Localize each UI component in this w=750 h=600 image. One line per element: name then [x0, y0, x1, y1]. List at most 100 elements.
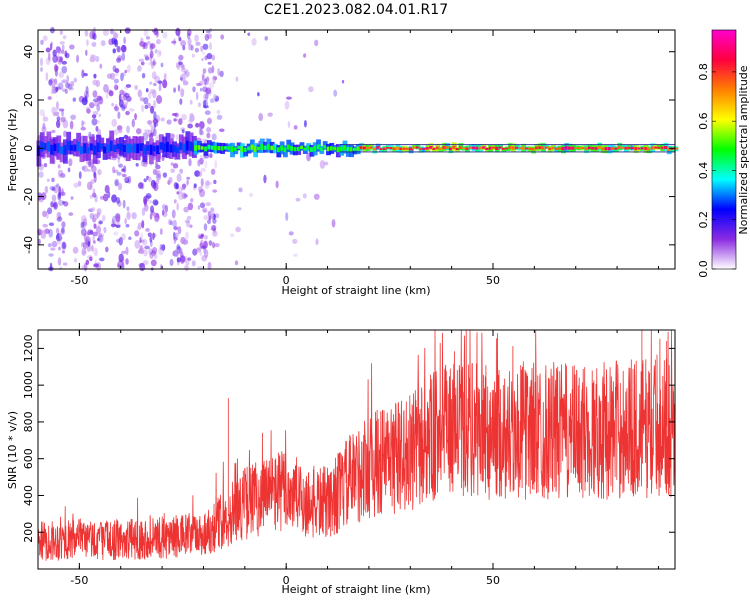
spectrogram-band-core: [630, 147, 636, 150]
spectrogram-band-core: [353, 147, 358, 151]
spectrogram-cell: [186, 215, 192, 220]
spectrogram-band-core: [189, 141, 194, 152]
spectrogram-cell: [156, 170, 161, 179]
spectrogram-cell: [92, 231, 99, 237]
spectrogram-cell: [51, 83, 56, 88]
spectrogram-cell: [197, 102, 201, 108]
spectrogram-cell: [113, 78, 119, 84]
spectrogram-data: [37, 26, 345, 272]
spectrogram-cell: [58, 108, 65, 112]
spectrogram-cell: [155, 164, 161, 170]
spectrogram-cell: [55, 119, 61, 129]
spectrogram-cell: [303, 53, 307, 58]
spectrogram-cell: [116, 125, 123, 131]
spectrogram-band-core: [429, 146, 434, 149]
spectrogram-cell: [83, 73, 88, 77]
spectrogram-band-core: [389, 146, 394, 150]
spectrogram-cell: [249, 192, 254, 197]
spectrogram-cell: [145, 88, 149, 93]
spectrogram-band-core: [149, 144, 154, 155]
spectrogram-cell: [89, 213, 95, 220]
spectrogram-cell: [308, 86, 314, 93]
spectrogram-band-core: [432, 147, 437, 151]
spectrogram-cell: [176, 173, 182, 182]
spectrogram-band: [36, 130, 679, 167]
spectrogram-band-core: [624, 146, 629, 150]
spectrogram-cell: [41, 126, 47, 133]
spectrogram-cell: [116, 45, 121, 53]
spectrogram-band-core: [257, 146, 262, 151]
spectrogram-cell: [178, 185, 183, 195]
spectrogram-cell: [169, 258, 174, 267]
spectrogram-band-core: [558, 147, 563, 150]
spectrogram-cell: [112, 48, 117, 54]
spectrogram-cell: [211, 133, 217, 141]
spectrogram-band-core: [405, 147, 411, 150]
spectrogram-cell: [92, 188, 96, 196]
spectrogram-cell: [235, 226, 241, 233]
snr-y-tick-label: 200: [22, 522, 35, 543]
spectrogram-cell: [124, 69, 128, 74]
spectrogram-band-core: [179, 142, 184, 150]
spectrogram-band-core: [43, 143, 48, 151]
spectrogram-panel: -50 0 50 -40 -20 0 20 40 Height of straight li…: [6, 26, 679, 297]
spectrogram-cell: [111, 194, 117, 203]
spectrogram-band-core: [313, 145, 318, 152]
spectrogram-cell: [101, 214, 106, 222]
spectrogram-cell: [238, 187, 243, 193]
spectrogram-cell: [108, 90, 114, 97]
spectrogram-band-core: [359, 146, 364, 150]
spectrogram-band-core: [333, 146, 338, 150]
spectrogram-cell: [341, 79, 345, 84]
spectrogram-band-core: [458, 146, 464, 149]
spectrogram-cell: [213, 243, 220, 248]
spectrogram-cell: [53, 201, 58, 210]
snr-y-tick-label: 600: [22, 448, 35, 469]
spectrogram-cell: [85, 49, 88, 56]
spectrogram-cell: [50, 247, 56, 251]
spectrogram-cell: [124, 218, 127, 225]
spectrogram-band-core: [207, 144, 212, 150]
spectrogram-band-core: [230, 146, 235, 153]
spectrogram-cell: [137, 65, 142, 72]
spectrogram-cell: [56, 101, 59, 110]
spectrogram-cell: [95, 225, 102, 234]
snr-x-tick-label: 0: [283, 574, 290, 587]
spectrogram-cell: [200, 179, 204, 186]
spectrogram-band-core: [283, 147, 288, 153]
spectrogram-band-core: [644, 146, 649, 151]
spectrogram-cell: [207, 210, 212, 218]
spectrogram-band-core: [123, 144, 128, 153]
spectrogram-cell: [113, 128, 119, 136]
spectrogram-cell: [48, 222, 55, 227]
spectrogram-cell: [92, 234, 95, 242]
spectrogram-cell: [267, 112, 273, 117]
spectrogram-band-core: [501, 148, 507, 150]
spectrogram-cell: [57, 257, 62, 266]
spectrogram-cell: [87, 231, 91, 236]
spectrogram-cell: [83, 165, 88, 173]
spectrogram-cell: [237, 207, 242, 211]
spectrogram-cell: [68, 212, 74, 216]
spectrogram-cell: [199, 202, 206, 209]
spectrogram-cell: [83, 90, 89, 98]
spectrogram-cell: [229, 233, 235, 238]
spectrogram-cell: [176, 65, 181, 70]
spectrogram-band-core: [488, 146, 493, 150]
spectrogram-cell: [61, 66, 68, 74]
spectrogram-cell: [199, 239, 204, 248]
spectrogram-cell: [124, 92, 130, 98]
spectrogram-band-core: [50, 144, 55, 155]
spectrogram-cell: [70, 114, 77, 120]
spectrogram-cell: [187, 71, 190, 77]
spectrogram-cell: [200, 45, 204, 52]
spectrogram-cell: [73, 77, 78, 83]
spectrogram-band-core: [116, 143, 121, 150]
spectrogram-cell: [144, 104, 149, 110]
spectrogram-cell: [175, 62, 179, 69]
spectrogram-band-core: [409, 147, 414, 151]
spectrogram-cell: [156, 49, 162, 58]
spectrogram-cell: [111, 118, 117, 127]
spectrogram-band-core: [343, 145, 348, 151]
spectrogram-band-core: [293, 147, 298, 152]
